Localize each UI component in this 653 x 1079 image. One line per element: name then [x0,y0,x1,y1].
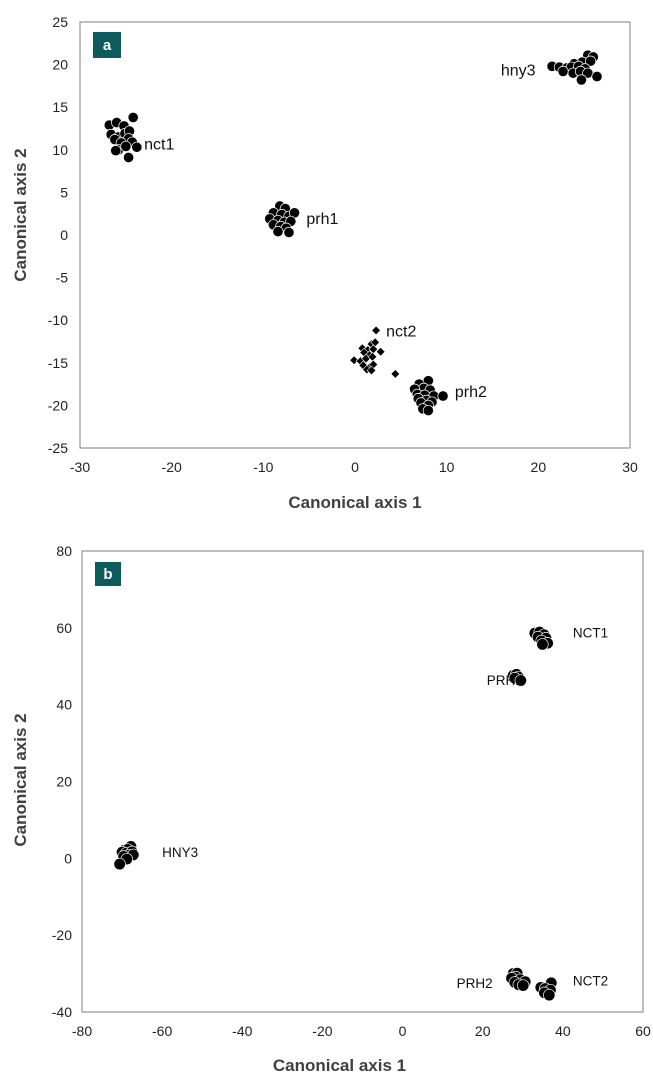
panel-a: -30 -20 -10 0 10 20 30 25 20 15 10 5 0 -5 -10 -15 -20 -25… [11,14,638,512]
x-tick-label: 20 [475,1023,491,1039]
series-hny3: hny3 [501,49,603,86]
data-point [366,365,377,376]
series-hny3: HNY3 [113,840,198,871]
x-tick-label: -20 [162,459,182,475]
y-tick-label: -10 [48,312,68,328]
series-prh1: prh1 [264,200,339,238]
x-tick-label: 0 [351,459,359,475]
panel-tag-label: b [103,566,112,583]
series-prh2: PRH2 [457,967,532,992]
data-point [422,404,434,417]
y-tick-label: 40 [56,697,72,713]
data-point [437,390,449,402]
data-point [591,70,603,83]
y-tick-label: 0 [60,227,68,243]
y-tick-label: -15 [48,355,68,371]
data-point [543,988,556,1002]
y-tick-label: 20 [56,774,72,790]
x-tick-label: 10 [439,459,455,475]
y-tick-label: -20 [52,927,72,943]
x-tick-label: -30 [70,459,90,475]
plot-area-a [79,21,631,449]
data-point [120,140,132,152]
series-nct1: NCT1 [528,625,608,651]
cluster-label-hny3: hny3 [501,63,536,80]
x-tick-label: -80 [72,1023,92,1039]
x-tick-label: 20 [531,459,547,475]
data-point [110,145,122,157]
panel-b: -80 -60 -40 -20 0 20 40 60 80 60 40 20 0 -20 -40 Canoni… [11,543,651,1075]
y-tick-label: -40 [52,1004,72,1020]
x-tick-label: -10 [253,459,273,475]
data-point [585,55,597,67]
y-tick-label: 60 [56,620,72,636]
data-point [127,111,139,123]
cluster-label-nct2: nct2 [386,323,416,340]
panel-tag-label: a [103,37,112,54]
y-tick-label: 10 [52,142,68,158]
y-tick-label: 5 [60,184,68,200]
data-point [131,141,143,153]
data-point [272,226,284,238]
y-tick-label: 0 [64,850,72,866]
cluster-label-prh2: PRH2 [457,976,493,991]
data-point [514,674,527,687]
panel-tag [93,32,121,58]
data-point [517,979,530,992]
x-tick-label: 40 [555,1023,571,1039]
series-prh1: PRH1 [487,668,527,688]
y-tick-label: -25 [48,440,68,456]
x-tick-label: 60 [635,1023,651,1039]
data-point [113,857,126,871]
y-tick-label: 15 [52,99,68,115]
cluster-label-prh1: PRH1 [487,673,523,688]
x-tick-label: -20 [312,1023,332,1039]
cluster-label-nct1: nct1 [144,137,174,154]
data-point [536,638,549,651]
y-tick-label: -5 [56,270,69,286]
series-nct2: nct2 [349,323,417,379]
y-tick-label: 25 [52,14,68,30]
cluster-label-prh1: prh1 [306,211,338,228]
plot-area-b [81,550,644,1013]
panel-tag [95,562,121,586]
data-point [575,74,587,86]
y-tick-label: 80 [56,543,72,559]
cluster-label-hny3: HNY3 [162,845,198,860]
data-point [349,355,359,366]
data-point [390,369,401,379]
series-nct2: NCT2 [534,973,608,1002]
data-point [283,226,295,238]
x-axis-title: Canonical axis 1 [273,1056,406,1074]
y-axis-title: Canonical axis 2 [11,148,30,281]
y-tick-label: 20 [52,57,68,73]
x-tick-label: 30 [622,459,638,475]
cluster-label-prh2: prh2 [455,384,487,401]
series-prh2: prh2 [409,375,487,417]
x-tick-label: -60 [152,1023,172,1039]
x-axis-title: Canonical axis 1 [288,493,421,512]
data-point [123,151,135,164]
y-axis-title: Canonical axis 2 [11,713,30,846]
x-tick-label: 0 [399,1023,407,1039]
x-tick-label: -40 [232,1023,252,1039]
data-point [371,325,381,336]
series-nct1: nct1 [103,111,175,164]
data-point [557,65,569,77]
cluster-label-nct1: NCT1 [573,625,608,640]
y-tick-label: -20 [48,397,68,413]
cluster-label-nct2: NCT2 [573,973,608,988]
data-point [375,346,386,357]
